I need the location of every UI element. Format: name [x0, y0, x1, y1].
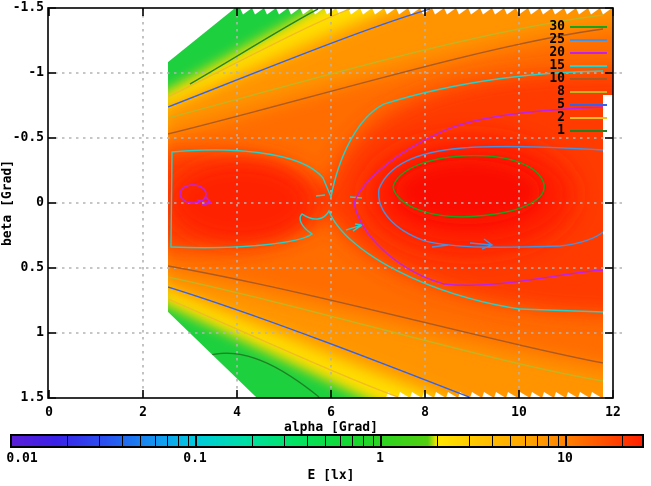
- colorbar-minor-tick: [537, 436, 539, 446]
- colorbar-minor-tick: [154, 436, 156, 446]
- contour-legend-line: [570, 117, 607, 119]
- colorbar-minor-tick: [178, 436, 180, 446]
- contour-2-upper: [168, 8, 351, 98]
- y-tick-label: -1: [28, 65, 44, 80]
- colorbar-tick-label: 0.1: [183, 451, 207, 466]
- contour-2-lower: [168, 298, 399, 398]
- contour-legend-label: 2: [557, 110, 565, 125]
- y-tick-label: -1.5: [12, 0, 44, 15]
- contour-legend-line: [570, 52, 607, 54]
- contour-10-lower: [168, 265, 604, 364]
- colorbar-minor-tick: [284, 436, 286, 446]
- x-tick-label: 4: [233, 405, 241, 420]
- y-tick-label: 1: [36, 325, 44, 340]
- contour-legend-line: [570, 39, 607, 41]
- colorbar-minor-tick: [339, 436, 341, 446]
- x-tick-label: 10: [511, 405, 527, 420]
- colorbar-minor-tick: [363, 436, 365, 446]
- colorbar: [10, 434, 644, 448]
- grid-lines: [48, 8, 613, 398]
- y-tick-label: 1.5: [20, 390, 44, 405]
- contour-15-main: [170, 70, 604, 313]
- colorbar-minor-tick: [251, 436, 253, 446]
- colorbar-minor-tick: [436, 436, 438, 446]
- colorbar-minor-tick: [510, 436, 512, 446]
- colorbar-minor-tick: [524, 436, 526, 446]
- contour-1-lower: [210, 352, 320, 398]
- x-tick-label: 0: [45, 405, 53, 420]
- colorbar-minor-tick: [621, 436, 623, 446]
- colorbar-title: E [lx]: [307, 468, 355, 483]
- field-right-core: [396, 160, 540, 224]
- contour-legend-line: [570, 65, 607, 67]
- colorbar-minor-tick: [187, 436, 189, 446]
- contour-5-upper: [168, 8, 431, 108]
- contour-25-fragment: [431, 238, 494, 250]
- colorbar-major-tick: [380, 436, 382, 446]
- colorbar-minor-tick: [122, 436, 124, 446]
- contour-10-upper: [168, 28, 604, 135]
- colorbar-minor-tick: [99, 436, 101, 446]
- contour-20-main: [353, 106, 604, 286]
- contour-8-lower: [168, 276, 604, 382]
- contour-legend-label: 25: [549, 32, 565, 47]
- colorbar-major-tick: [565, 436, 567, 446]
- y-tick-label: 0.5: [20, 260, 44, 275]
- colorbar-minor-tick: [492, 436, 494, 446]
- contour-20-miniloop: [179, 184, 213, 206]
- y-tick-label: -0.5: [12, 130, 44, 145]
- sawtooth-bottom-edge: [386, 392, 602, 398]
- contour-lines: [168, 8, 604, 398]
- colorbar-minor-tick: [140, 436, 142, 446]
- colorbar-minor-tick: [66, 436, 68, 446]
- x-tick-label: 12: [605, 405, 621, 420]
- contour-legend-label: 8: [557, 84, 565, 99]
- colorbar-minor-tick: [352, 436, 354, 446]
- contour-legend-label: 20: [549, 45, 565, 60]
- y-axis-title: beta [Grad]: [0, 159, 15, 247]
- colorbar-minor-tick: [557, 436, 559, 446]
- contour-legend-line: [570, 91, 607, 93]
- colorbar-tick-label: 0.01: [6, 451, 38, 466]
- colorbar-tick-label: 10: [557, 451, 573, 466]
- contour-5-lower: [168, 286, 470, 398]
- contour-15-fragment: [315, 194, 326, 197]
- y-tick-label: 0: [36, 195, 44, 210]
- contour-legend-line: [570, 78, 607, 80]
- x-tick-label: 2: [139, 405, 147, 420]
- contour-legend-label: 10: [549, 71, 565, 86]
- field-layers: [168, 8, 613, 398]
- contour-30-loop: [392, 154, 545, 218]
- colorbar-minor-tick: [307, 436, 309, 446]
- field-left-hotspot: [170, 162, 310, 242]
- colorbar-minor-tick: [167, 436, 169, 446]
- colorbar-tick-label: 1: [376, 451, 384, 466]
- contour-legend-line: [570, 130, 607, 132]
- x-tick-label: 6: [327, 405, 335, 420]
- x-axis-title: alpha [Grad]: [284, 420, 378, 435]
- axis-ticks: [48, 7, 614, 399]
- contour-legend-label: 1: [557, 123, 565, 138]
- plot-area: [47, 7, 623, 399]
- contour-legend-label: 15: [549, 58, 565, 73]
- colorbar-minor-tick: [469, 436, 471, 446]
- x-tick-label: 8: [421, 405, 429, 420]
- right-grid-overshoot: [614, 72, 623, 334]
- contour-legend-line: [570, 26, 607, 28]
- colorbar-minor-tick: [548, 436, 550, 446]
- contour-8-upper: [168, 14, 604, 119]
- contour-legend-label: 5: [557, 97, 565, 112]
- colorbar-minor-tick: [325, 436, 327, 446]
- colorbar-minor-tick: [372, 436, 374, 446]
- contour-legend-line: [570, 104, 607, 106]
- colorbar-major-tick: [195, 436, 197, 446]
- contour-1-upper: [189, 8, 319, 85]
- contour-legend-label: 30: [549, 19, 565, 34]
- contour-25-main: [378, 145, 604, 248]
